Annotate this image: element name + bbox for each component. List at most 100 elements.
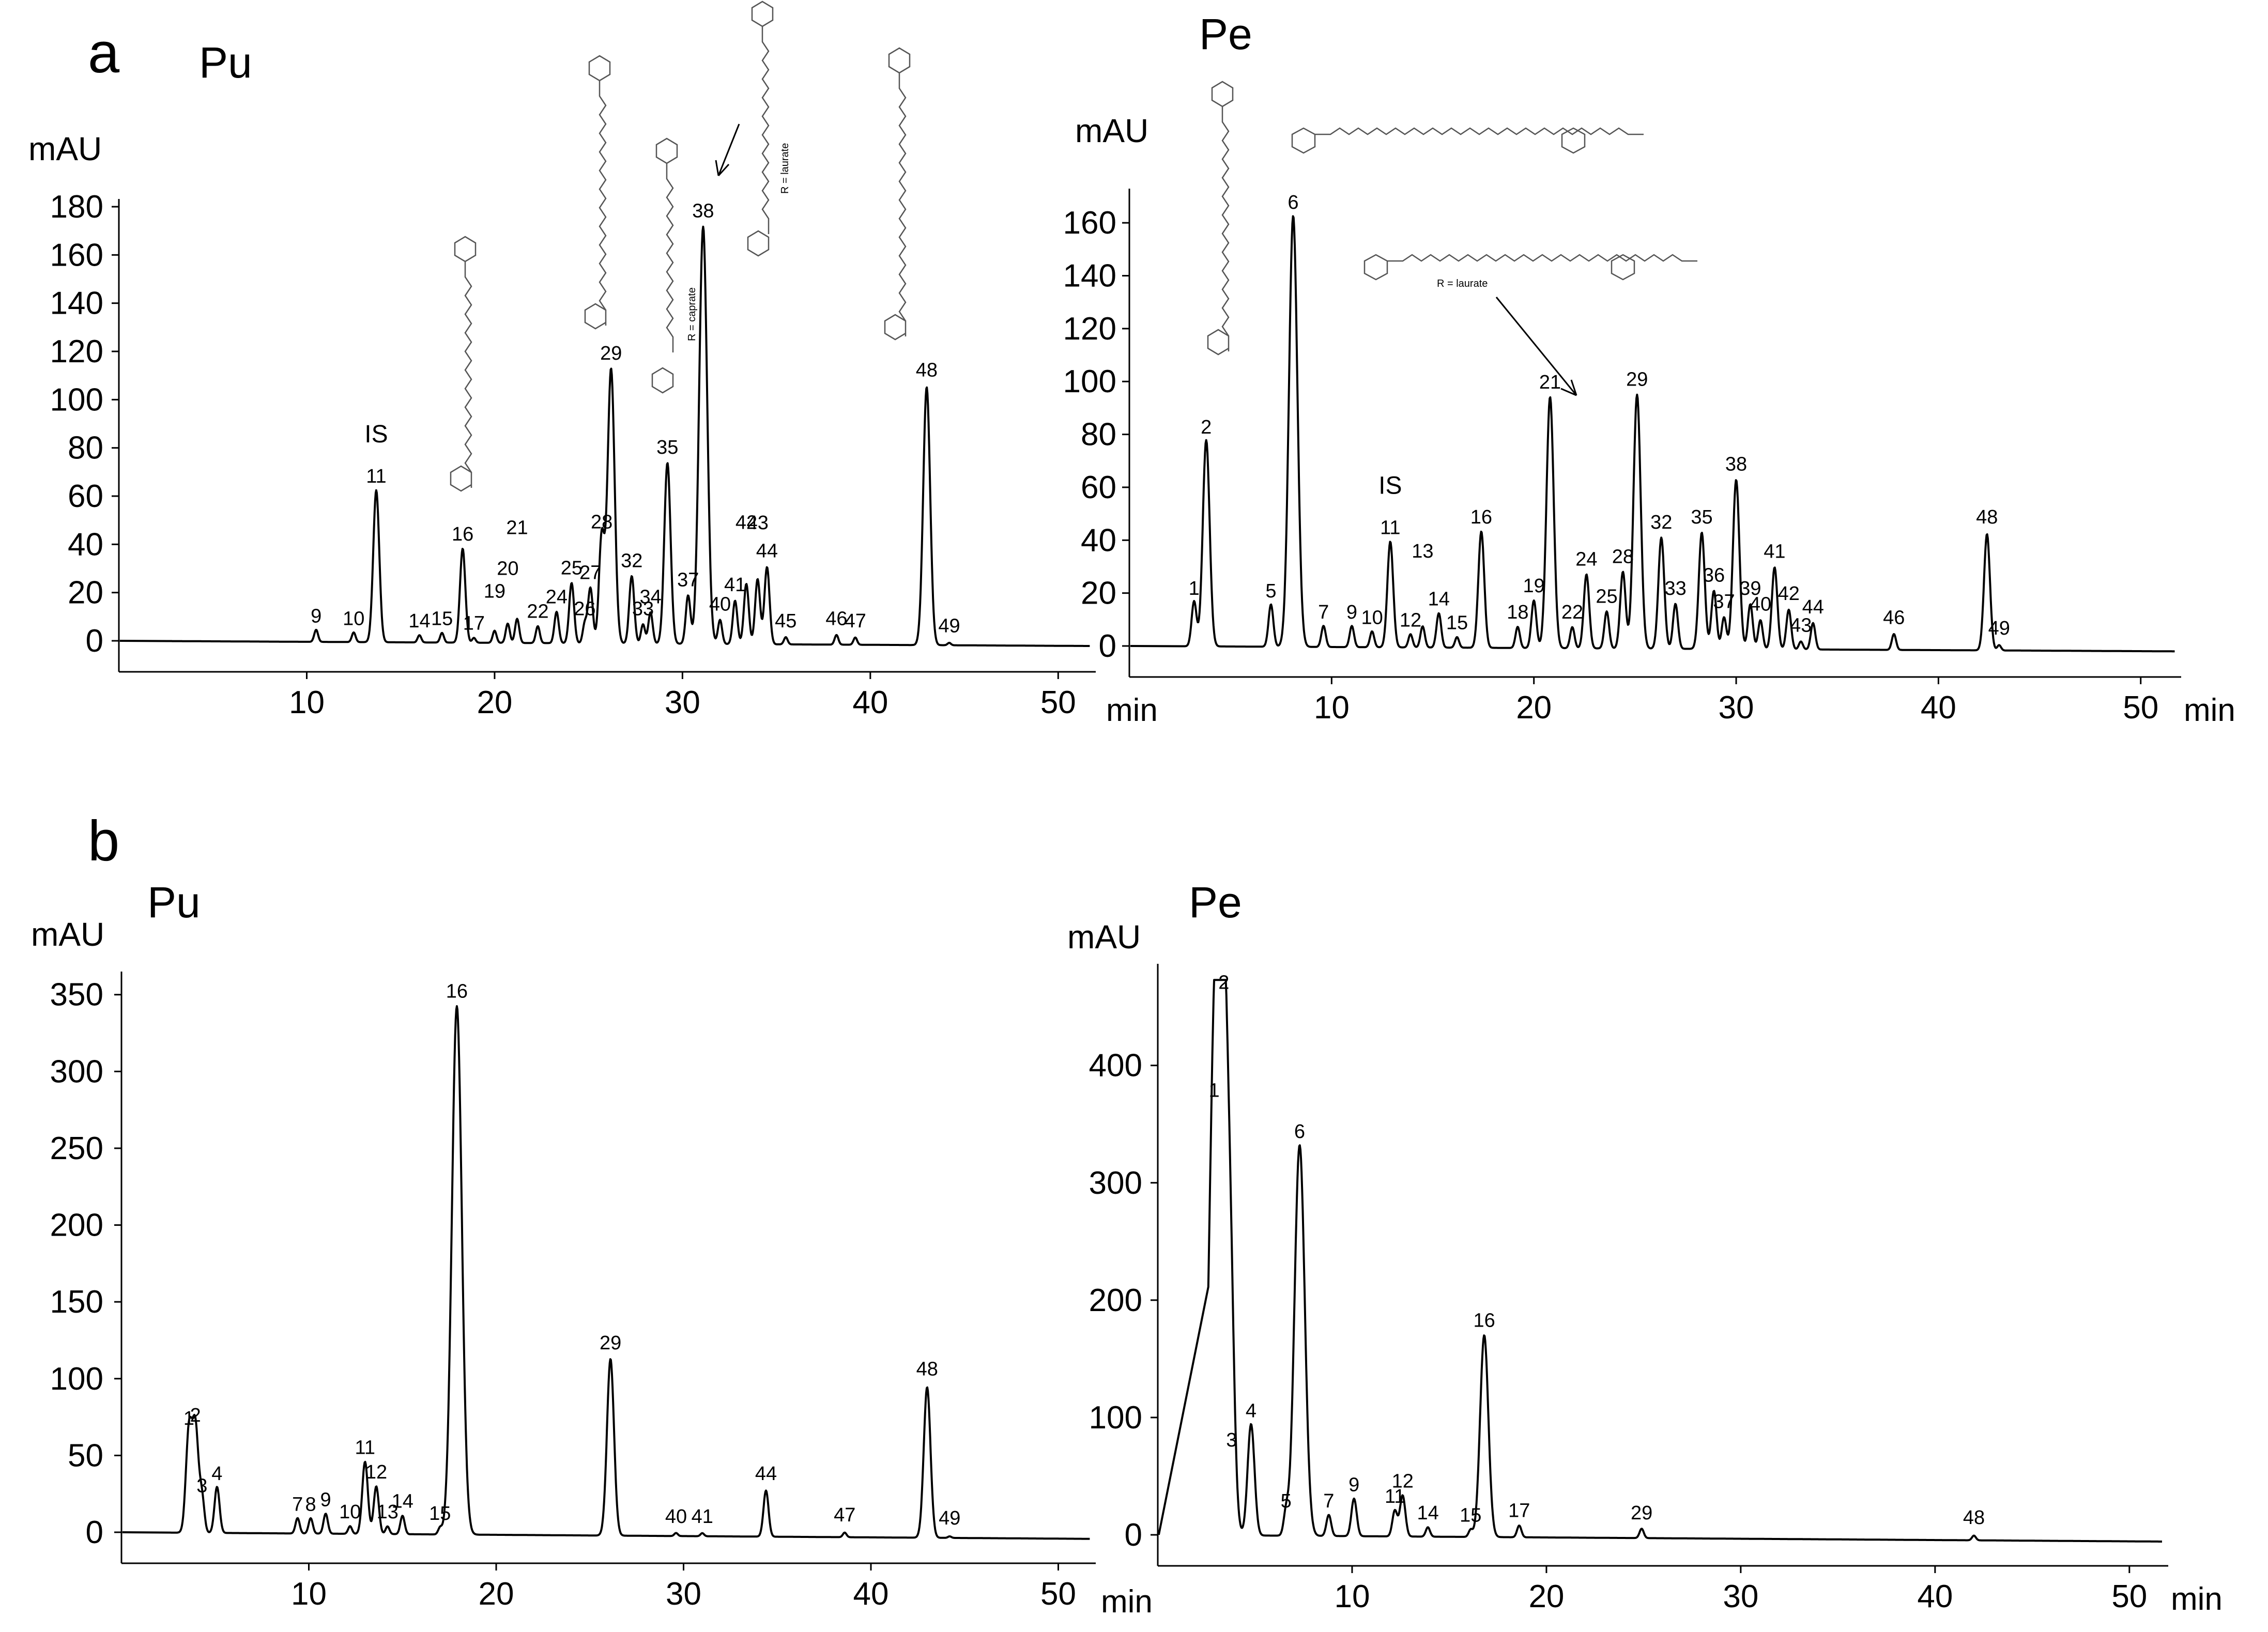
y-unit-label: mAU bbox=[1075, 112, 1148, 149]
peak-label: 5 bbox=[1281, 1490, 1292, 1512]
peak-label: 49 bbox=[938, 615, 960, 637]
peak-label: 29 bbox=[1626, 369, 1648, 391]
annotation-r-laurate: R = laurate bbox=[779, 143, 791, 194]
peak-label: 48 bbox=[916, 360, 938, 381]
sample-title: Pe bbox=[1199, 10, 1252, 58]
y-tick-label: 20 bbox=[1081, 576, 1116, 611]
peak-label: 3 bbox=[196, 1475, 207, 1497]
annotation-r-laurate: R = laurate bbox=[1437, 278, 1488, 289]
x-tick-label: 50 bbox=[1040, 685, 1076, 720]
peak-label: 24 bbox=[546, 586, 568, 608]
y-tick-label: 60 bbox=[68, 479, 103, 514]
carotenoid-structure-drawing bbox=[450, 236, 477, 492]
y-tick-label: 40 bbox=[1081, 522, 1116, 558]
y-tick-label: 0 bbox=[1099, 628, 1116, 664]
peak-label: 24 bbox=[1575, 549, 1597, 571]
x-tick-label: 40 bbox=[852, 685, 888, 720]
chromatogram-trace bbox=[122, 1005, 1091, 1540]
peak-label: 40 bbox=[709, 593, 731, 615]
y-tick-label: 0 bbox=[1125, 1517, 1142, 1553]
peak-label: 35 bbox=[656, 437, 678, 458]
x-tick-label: 10 bbox=[1334, 1579, 1370, 1614]
carotenoid-structure-drawing bbox=[1363, 254, 1697, 281]
peak-label: 22 bbox=[1561, 602, 1583, 623]
peak-label: 48 bbox=[1976, 506, 1998, 528]
peak-label: 6 bbox=[1294, 1121, 1305, 1143]
peak-label: 12 bbox=[365, 1461, 387, 1483]
peak-label: 19 bbox=[1523, 575, 1545, 597]
peak-label: 48 bbox=[916, 1359, 938, 1380]
peak-label: 34 bbox=[639, 586, 661, 608]
peak-label: 35 bbox=[1691, 506, 1712, 528]
peak-label: 15 bbox=[429, 1503, 451, 1525]
peak-label: 11 bbox=[355, 1437, 375, 1458]
y-unit-label: mAU bbox=[31, 916, 104, 953]
peak-label: 2 bbox=[1201, 417, 1212, 438]
y-tick-label: 0 bbox=[86, 623, 103, 659]
y-unit-label: mAU bbox=[1067, 918, 1141, 956]
x-unit-label: min bbox=[1106, 692, 1158, 728]
peak-label: 16 bbox=[446, 981, 468, 1003]
peak-label: 20 bbox=[497, 558, 518, 580]
x-tick-label: 40 bbox=[1917, 1579, 1953, 1614]
peak-label: 29 bbox=[600, 343, 622, 364]
x-tick-label: 20 bbox=[479, 1576, 514, 1612]
peak-label: 10 bbox=[1361, 607, 1383, 628]
x-tick-label: 20 bbox=[1516, 690, 1552, 726]
peak-label: 4 bbox=[1246, 1400, 1256, 1422]
x-tick-label: 20 bbox=[477, 685, 512, 720]
peak-label: 2 bbox=[190, 1405, 201, 1426]
x-tick-label: 30 bbox=[666, 1576, 701, 1612]
panel-a-pe: Pe mAU min R = laurate 02040608010012014… bbox=[1063, 10, 2235, 728]
panel-a-pu: a Pu mAU min R = caprate R = laurate 0 20… bbox=[28, 1, 1158, 728]
peak-label: 22 bbox=[527, 601, 548, 622]
x-tick-label: 20 bbox=[1528, 1579, 1564, 1614]
peak-label: 42 bbox=[735, 512, 757, 533]
peak-label: 40 bbox=[665, 1506, 687, 1528]
x-tick-label: 10 bbox=[1314, 690, 1350, 726]
x-unit-label: min bbox=[2171, 1581, 2223, 1617]
peak-label: IS bbox=[364, 421, 388, 448]
peak-label: 13 bbox=[377, 1501, 399, 1523]
peak-label: 32 bbox=[621, 550, 642, 572]
peak-label: 28 bbox=[1612, 546, 1634, 568]
peak-label: 48 bbox=[1963, 1507, 1985, 1529]
y-tick-label: 80 bbox=[1081, 417, 1116, 453]
peak-label: 1 bbox=[1189, 578, 1200, 599]
annotation-arrow bbox=[715, 124, 740, 177]
y-tick-label: 180 bbox=[50, 189, 103, 225]
sample-title: Pe bbox=[1189, 878, 1242, 927]
peak-label: 25 bbox=[561, 557, 583, 579]
peak-label: 11 bbox=[366, 466, 386, 487]
peak-label: 32 bbox=[1650, 512, 1672, 533]
x-tick-label: 50 bbox=[1040, 1576, 1076, 1612]
annotation-arrow bbox=[1495, 297, 1577, 396]
peak-label: 4 bbox=[211, 1463, 222, 1485]
y-unit-label: mAU bbox=[28, 130, 102, 167]
peak-label: 19 bbox=[484, 581, 505, 603]
x-tick-label: 40 bbox=[853, 1576, 889, 1612]
peak-label: 27 bbox=[579, 562, 601, 584]
y-tick-label: 250 bbox=[50, 1131, 103, 1166]
peak-label: 21 bbox=[506, 517, 528, 538]
peak-label: 9 bbox=[1348, 1474, 1359, 1496]
y-tick-label: 80 bbox=[68, 430, 103, 466]
peak-label: 7 bbox=[1323, 1490, 1334, 1512]
y-tick-label: 120 bbox=[50, 334, 103, 369]
peak-label: 12 bbox=[1392, 1471, 1414, 1492]
peak-label: 17 bbox=[463, 613, 485, 635]
y-tick-label: 60 bbox=[1081, 470, 1116, 505]
peak-label: 41 bbox=[692, 1506, 713, 1528]
carotenoid-structure-drawing bbox=[747, 1, 774, 257]
peak-label: 1 bbox=[183, 1408, 194, 1429]
peak-label: 11 bbox=[1385, 1486, 1405, 1507]
peak-label: 9 bbox=[320, 1489, 331, 1511]
peak-label: 21 bbox=[1539, 372, 1561, 393]
peak-label: 47 bbox=[845, 610, 866, 632]
x-unit-label: min bbox=[1101, 1584, 1153, 1620]
y-tick-label: 100 bbox=[50, 1361, 103, 1397]
peak-label: 15 bbox=[1446, 612, 1468, 634]
peak-label: 42 bbox=[1778, 583, 1800, 605]
